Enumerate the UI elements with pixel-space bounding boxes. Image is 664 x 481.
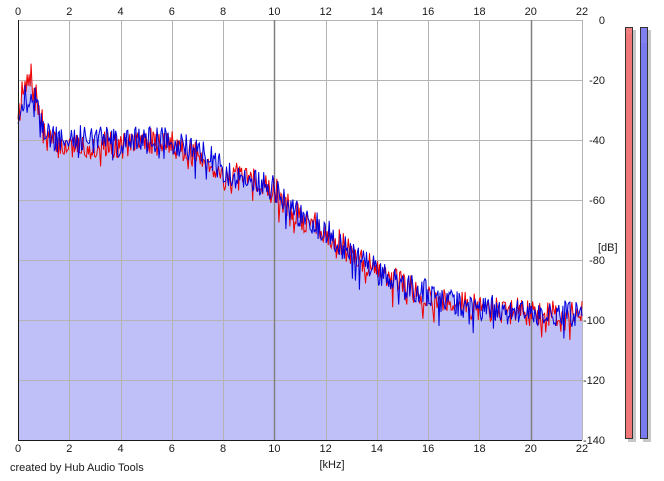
x-tick-label: 18	[473, 443, 485, 455]
x-tick-label: 20	[525, 6, 537, 18]
y-tick-labels: 0 -20 -40 -60 -80 -100 -120 -140	[583, 15, 605, 447]
left-channel-meter	[625, 27, 633, 439]
right-channel-spectrum-line	[17, 85, 583, 339]
x-tick-label: 0	[15, 6, 21, 18]
y-tick-label: -140	[583, 435, 605, 447]
y-tick-label: -120	[583, 375, 605, 387]
y-tick-label: -100	[583, 315, 605, 327]
x-tick-label: 16	[422, 443, 434, 455]
right-channel-meter-fill	[641, 42, 647, 438]
x-tick-label: 8	[220, 6, 226, 18]
x-tick-label: 4	[117, 443, 123, 455]
x-tick-label: 16	[422, 6, 434, 18]
x-tick-label: 10	[268, 6, 280, 18]
x-tick-label: 12	[320, 443, 332, 455]
y-axis-title: [dB]	[598, 242, 618, 254]
x-tick-label: 10	[268, 443, 280, 455]
x-tick-label: 22	[576, 443, 588, 455]
x-tick-label: 8	[220, 443, 226, 455]
x-tick-label: 2	[66, 6, 72, 18]
x-tick-label: 18	[473, 6, 485, 18]
x-tick-label: 14	[371, 443, 383, 455]
y-tick-label: -80	[589, 255, 605, 267]
y-tick-label: 0	[599, 15, 605, 27]
x-tick-label: 0	[15, 443, 21, 455]
x-tick-label: 14	[371, 6, 383, 18]
y-tick-label: -60	[589, 195, 605, 207]
x-axis-title: [kHz]	[319, 459, 344, 471]
x-tick-label: 2	[66, 443, 72, 455]
x-tick-label: 12	[320, 6, 332, 18]
x-tick-label: 4	[117, 6, 123, 18]
x-tick-label: 6	[169, 443, 175, 455]
left-channel-meter-fill	[626, 33, 632, 438]
footer-credit: created by Hub Audio Tools	[10, 462, 144, 474]
x-tick-label: 20	[525, 443, 537, 455]
y-tick-label: -20	[589, 75, 605, 87]
y-tick-label: -40	[589, 135, 605, 147]
x-tick-label: 22	[576, 6, 588, 18]
x-tick-label: 6	[169, 6, 175, 18]
right-channel-meter	[640, 27, 648, 439]
